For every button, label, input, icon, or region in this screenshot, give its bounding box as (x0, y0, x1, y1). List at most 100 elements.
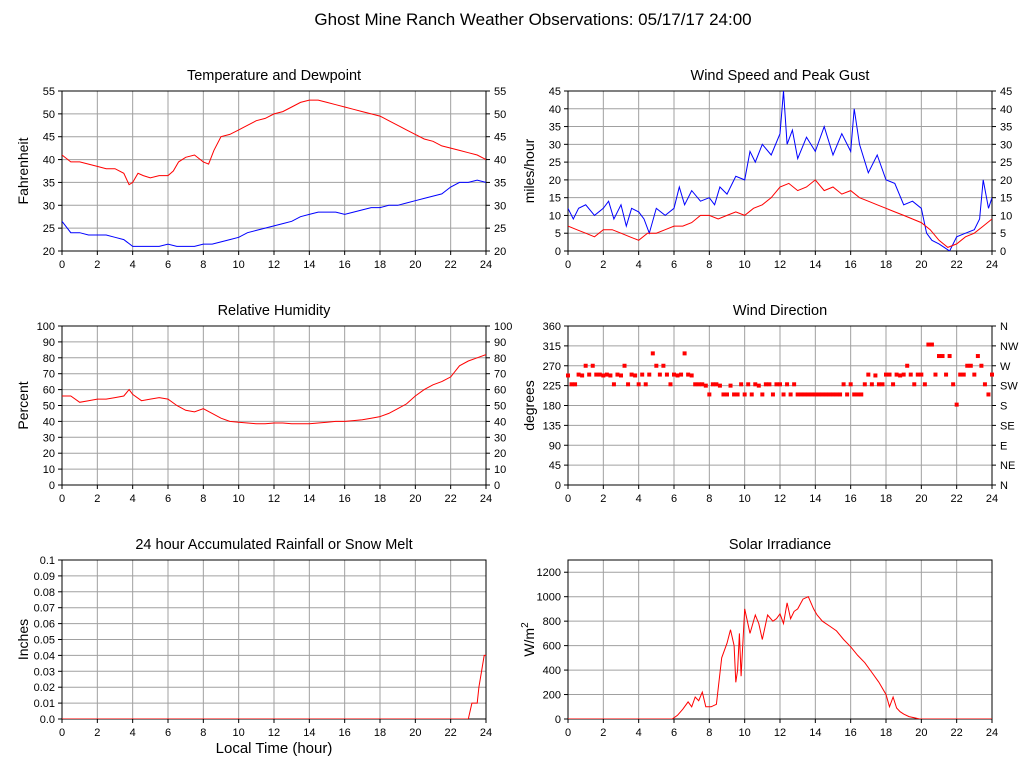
data-point (972, 372, 977, 377)
x-tick-label: 14 (809, 727, 821, 739)
right-tick-label: N (1000, 321, 1008, 333)
data-point (944, 372, 949, 377)
y-tick-label: 0 (49, 480, 55, 492)
data-point (728, 383, 733, 388)
data-point (869, 382, 874, 387)
x-tick-label: 8 (706, 259, 712, 271)
data-point (760, 392, 765, 397)
x-tick-label: 18 (374, 727, 386, 739)
y-axis-label-superscript: 2 (520, 622, 531, 628)
y-tick-label: 0 (555, 246, 561, 258)
x-tick-label: 14 (809, 493, 821, 505)
y-tick-label: 1200 (537, 567, 561, 579)
data-point (569, 382, 574, 387)
x-tick-label: 4 (130, 727, 136, 739)
data-point (990, 372, 994, 377)
x-tick-label: 2 (600, 727, 606, 739)
plot-frame (567, 90, 993, 252)
data-point (742, 392, 747, 397)
x-tick-label: 24 (986, 493, 998, 505)
data-point (788, 392, 793, 397)
x-tick-label: 16 (339, 259, 351, 271)
series-line-0 (568, 596, 992, 719)
data-point (947, 354, 952, 359)
data-point (689, 373, 694, 378)
data-point (954, 402, 959, 407)
data-point (922, 382, 927, 387)
data-point (590, 363, 595, 368)
data-point (622, 363, 627, 368)
x-tick-label: 12 (268, 727, 280, 739)
data-point (979, 363, 984, 368)
data-point (717, 383, 722, 388)
data-point (827, 392, 832, 397)
data-point (834, 392, 839, 397)
data-point (901, 372, 906, 377)
x-tick-label: 6 (165, 727, 171, 739)
data-point (820, 392, 825, 397)
y-tick-label: 225 (543, 381, 561, 393)
y-tick-label: 55 (43, 86, 55, 98)
data-point (587, 372, 592, 377)
x-tick-label: 24 (480, 259, 492, 271)
right-tick-label: 10 (1000, 210, 1012, 222)
data-point (958, 372, 963, 377)
data-point (852, 392, 857, 397)
x-tick-label: 12 (774, 493, 786, 505)
x-tick-label: 2 (94, 493, 100, 505)
x-tick-label: 12 (268, 493, 280, 505)
data-point (866, 372, 871, 377)
right-tick-label: 70 (494, 369, 506, 381)
y-tick-label: 20 (549, 175, 561, 187)
x-tick-label: 0 (59, 727, 65, 739)
right-tick-label: 35 (1000, 122, 1012, 134)
data-point (756, 383, 761, 388)
y-tick-label: 15 (549, 193, 561, 205)
data-point (739, 382, 744, 387)
data-point (774, 382, 779, 387)
y-tick-label: 0.01 (34, 698, 55, 710)
data-point (608, 373, 613, 378)
data-point (799, 392, 804, 397)
y-tick-label: 180 (543, 401, 561, 413)
x-tick-label: 4 (130, 259, 136, 271)
x-tick-label: 10 (233, 259, 245, 271)
x-tick-label: 14 (809, 259, 821, 271)
x-tick-label: 22 (951, 727, 963, 739)
x-tick-label: 12 (268, 259, 280, 271)
data-point (781, 392, 786, 397)
data-point (908, 372, 913, 377)
data-point (809, 392, 814, 397)
right-tick-label: E (1000, 440, 1007, 452)
data-point (982, 382, 987, 387)
right-tick-label: 40 (494, 416, 506, 428)
y-tick-label: 25 (549, 157, 561, 169)
data-point (633, 373, 638, 378)
data-point (778, 382, 782, 387)
x-tick-label: 2 (600, 493, 606, 505)
chart-title: Relative Humidity (218, 303, 332, 319)
x-tick-label: 22 (445, 727, 457, 739)
y-axis-label: Percent (15, 381, 31, 429)
data-point (894, 372, 899, 377)
y-tick-label: 0.06 (34, 619, 55, 631)
x-tick-label: 6 (165, 259, 171, 271)
plot-frame (567, 559, 993, 720)
data-point (965, 363, 970, 368)
x-tick-label: 8 (200, 493, 206, 505)
data-point (912, 382, 917, 387)
y-tick-label: 0 (555, 480, 561, 492)
chart-title: Solar Irradiance (729, 537, 831, 553)
data-point (707, 392, 712, 397)
x-tick-label: 20 (915, 727, 927, 739)
right-tick-label: 40 (1000, 104, 1012, 116)
right-tick-label: 20 (494, 448, 506, 460)
y-tick-label: 45 (43, 132, 55, 144)
y-tick-label: 80 (43, 353, 55, 365)
data-point (597, 372, 602, 377)
y-tick-label: 90 (43, 337, 55, 349)
right-tick-label: NE (1000, 460, 1015, 472)
y-tick-label: 0.02 (34, 682, 55, 694)
data-point (626, 382, 631, 387)
y-axis-label: degrees (521, 380, 537, 431)
